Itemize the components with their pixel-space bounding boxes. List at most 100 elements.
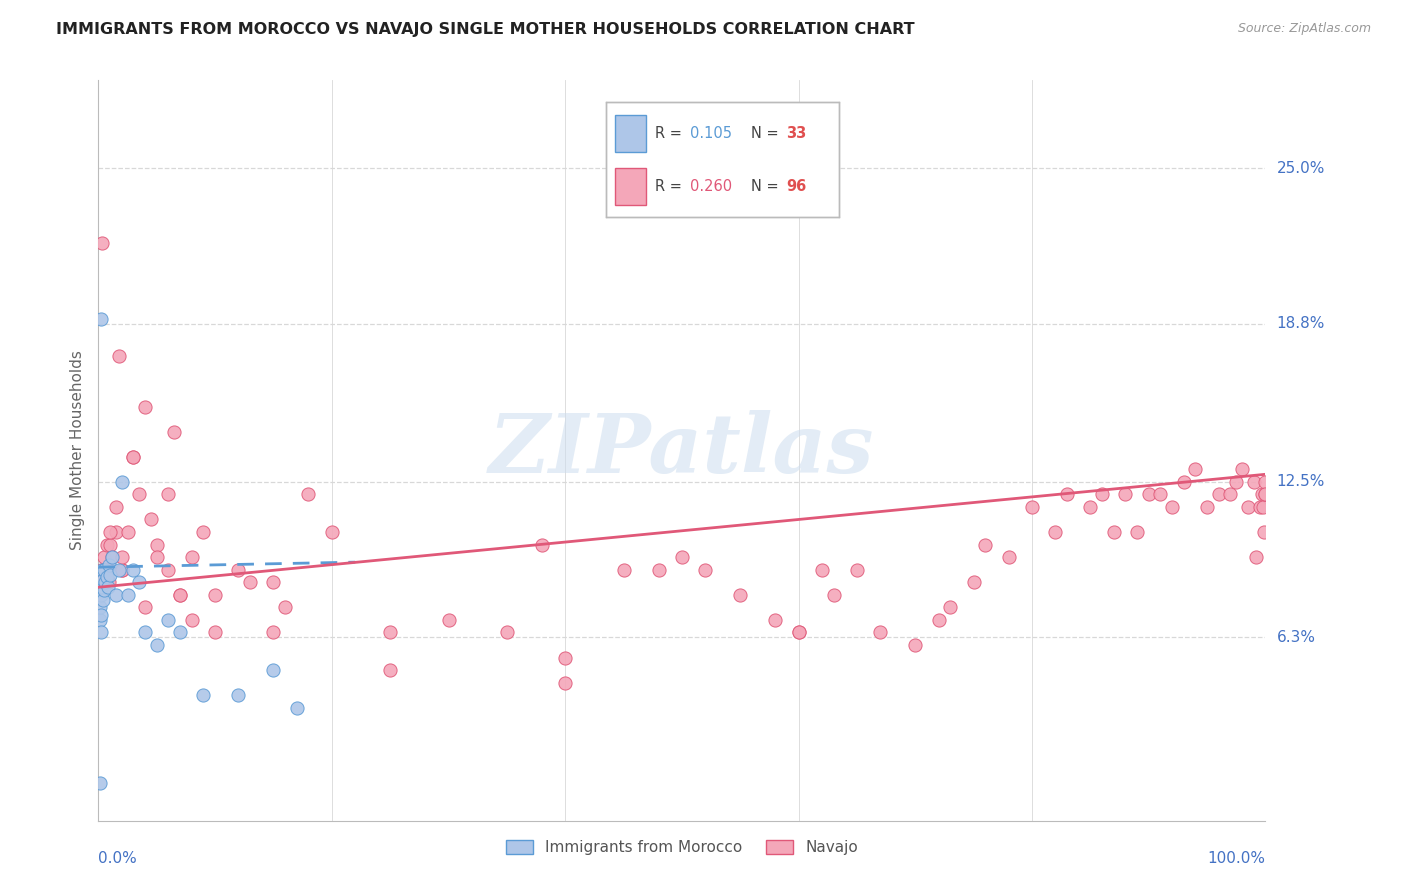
Point xyxy=(111,563,134,577)
Point xyxy=(939,600,962,615)
Point xyxy=(613,563,636,577)
Point xyxy=(997,550,1019,565)
Point xyxy=(763,613,786,627)
Point xyxy=(1173,475,1195,489)
Point xyxy=(101,550,124,565)
Point xyxy=(321,524,343,539)
Point xyxy=(695,563,717,577)
Point xyxy=(104,500,127,514)
Point xyxy=(193,688,215,702)
Point xyxy=(93,563,115,577)
Point xyxy=(1114,487,1136,501)
Point xyxy=(96,570,118,584)
Point xyxy=(262,625,284,640)
Point xyxy=(1149,487,1171,501)
Legend: Immigrants from Morocco, Navajo: Immigrants from Morocco, Navajo xyxy=(499,834,865,861)
Point xyxy=(1243,475,1265,489)
Point xyxy=(89,600,111,615)
Text: 0.0%: 0.0% xyxy=(98,851,138,866)
Point xyxy=(437,613,460,627)
Point xyxy=(97,558,120,572)
Point xyxy=(128,575,150,590)
Point xyxy=(787,625,810,640)
Point xyxy=(554,675,576,690)
Point xyxy=(146,538,169,552)
Point xyxy=(297,487,319,501)
Point xyxy=(1219,487,1241,501)
Point xyxy=(1230,462,1253,476)
Point xyxy=(90,588,112,602)
Point xyxy=(496,625,519,640)
Point xyxy=(262,575,284,590)
Point xyxy=(146,638,169,652)
Point xyxy=(647,563,669,577)
Point xyxy=(962,575,984,590)
Point xyxy=(869,625,891,640)
Point xyxy=(285,700,308,714)
Text: ZIPatlas: ZIPatlas xyxy=(489,410,875,491)
Point xyxy=(122,450,145,464)
Point xyxy=(1254,487,1277,501)
Point xyxy=(846,563,869,577)
Text: 6.3%: 6.3% xyxy=(1277,630,1316,645)
Point xyxy=(974,538,997,552)
Point xyxy=(117,524,139,539)
Point xyxy=(90,580,112,594)
Text: 12.5%: 12.5% xyxy=(1277,475,1324,490)
Point xyxy=(274,600,297,615)
Point xyxy=(89,613,111,627)
Point xyxy=(89,776,111,790)
Point xyxy=(97,580,120,594)
Point xyxy=(904,638,927,652)
Point xyxy=(108,563,131,577)
Point xyxy=(93,582,115,597)
Point xyxy=(262,663,284,677)
Point xyxy=(204,588,226,602)
Point xyxy=(1045,524,1067,539)
Point xyxy=(1080,500,1102,514)
Point xyxy=(157,563,180,577)
Point xyxy=(122,563,145,577)
Point xyxy=(139,512,162,526)
Point xyxy=(90,607,112,622)
Point xyxy=(98,567,121,582)
Point xyxy=(111,550,134,565)
Point xyxy=(730,588,752,602)
Point xyxy=(928,613,950,627)
Point xyxy=(180,613,202,627)
Point xyxy=(104,588,127,602)
Point xyxy=(1237,500,1260,514)
Point xyxy=(169,588,191,602)
Point xyxy=(193,524,215,539)
Point xyxy=(1253,524,1275,539)
Text: IMMIGRANTS FROM MOROCCO VS NAVAJO SINGLE MOTHER HOUSEHOLDS CORRELATION CHART: IMMIGRANTS FROM MOROCCO VS NAVAJO SINGLE… xyxy=(56,22,915,37)
Point xyxy=(89,575,111,590)
Point xyxy=(134,600,156,615)
Point xyxy=(134,625,156,640)
Point xyxy=(1195,500,1218,514)
Point xyxy=(101,550,124,565)
Point xyxy=(157,613,180,627)
Point xyxy=(1254,475,1277,489)
Point xyxy=(91,573,114,587)
Point xyxy=(90,563,112,577)
Point xyxy=(169,588,191,602)
Point xyxy=(811,563,834,577)
Point xyxy=(108,349,131,363)
Point xyxy=(90,563,112,577)
Point xyxy=(1225,475,1247,489)
Text: 100.0%: 100.0% xyxy=(1208,851,1265,866)
Point xyxy=(97,563,120,577)
Point xyxy=(98,538,121,552)
Point xyxy=(1056,487,1078,501)
Point xyxy=(111,475,134,489)
Point xyxy=(1126,524,1149,539)
Point xyxy=(1251,487,1274,501)
Point xyxy=(90,625,112,640)
Point xyxy=(111,563,134,577)
Point xyxy=(380,663,402,677)
Point xyxy=(1137,487,1160,501)
Point xyxy=(1021,500,1043,514)
Point xyxy=(94,575,117,590)
Text: 25.0%: 25.0% xyxy=(1277,161,1324,176)
